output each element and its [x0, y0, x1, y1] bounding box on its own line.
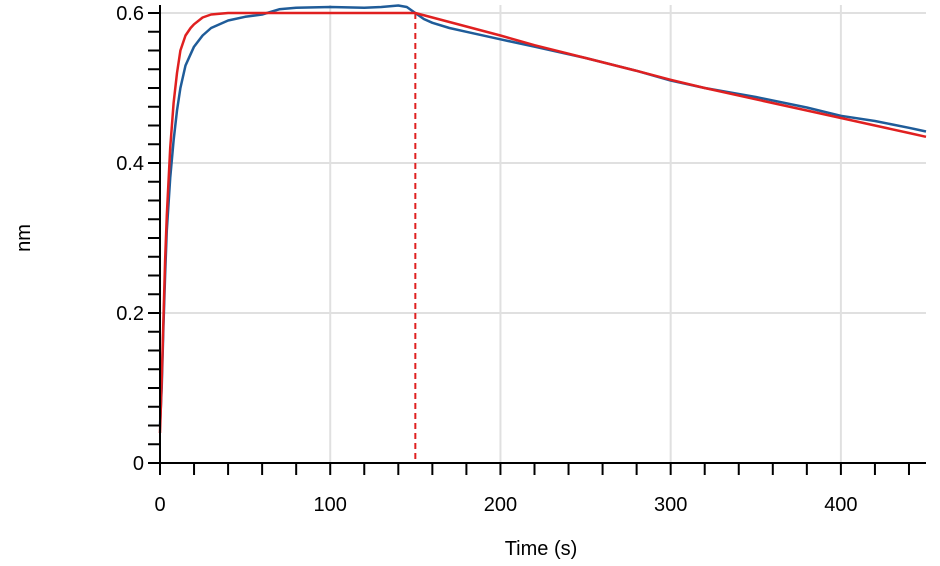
- x-tick-label: 200: [484, 494, 517, 516]
- y-axis-label: nm: [13, 224, 35, 252]
- series-lines: [158, 4, 927, 434]
- y-tick-label: 0.4: [116, 153, 144, 175]
- axes: 0 100 200 300 400 0 0.2 0.4 0.6: [116, 3, 926, 516]
- y-tick-label: 0.2: [116, 303, 144, 325]
- x-tick-label: 100: [314, 494, 347, 516]
- y-tick-label: 0.6: [116, 3, 144, 25]
- x-tick-label: 300: [654, 494, 687, 516]
- phase-markers: [159, 13, 417, 463]
- series-line: [158, 4, 927, 426]
- grid: [159, 5, 926, 464]
- x-tick-label: 400: [824, 494, 857, 516]
- y-tick-label: 0: [133, 453, 144, 475]
- series-line: [158, 11, 927, 434]
- x-axis-label: Time (s): [505, 538, 578, 560]
- x-tick-label: 0: [154, 494, 165, 516]
